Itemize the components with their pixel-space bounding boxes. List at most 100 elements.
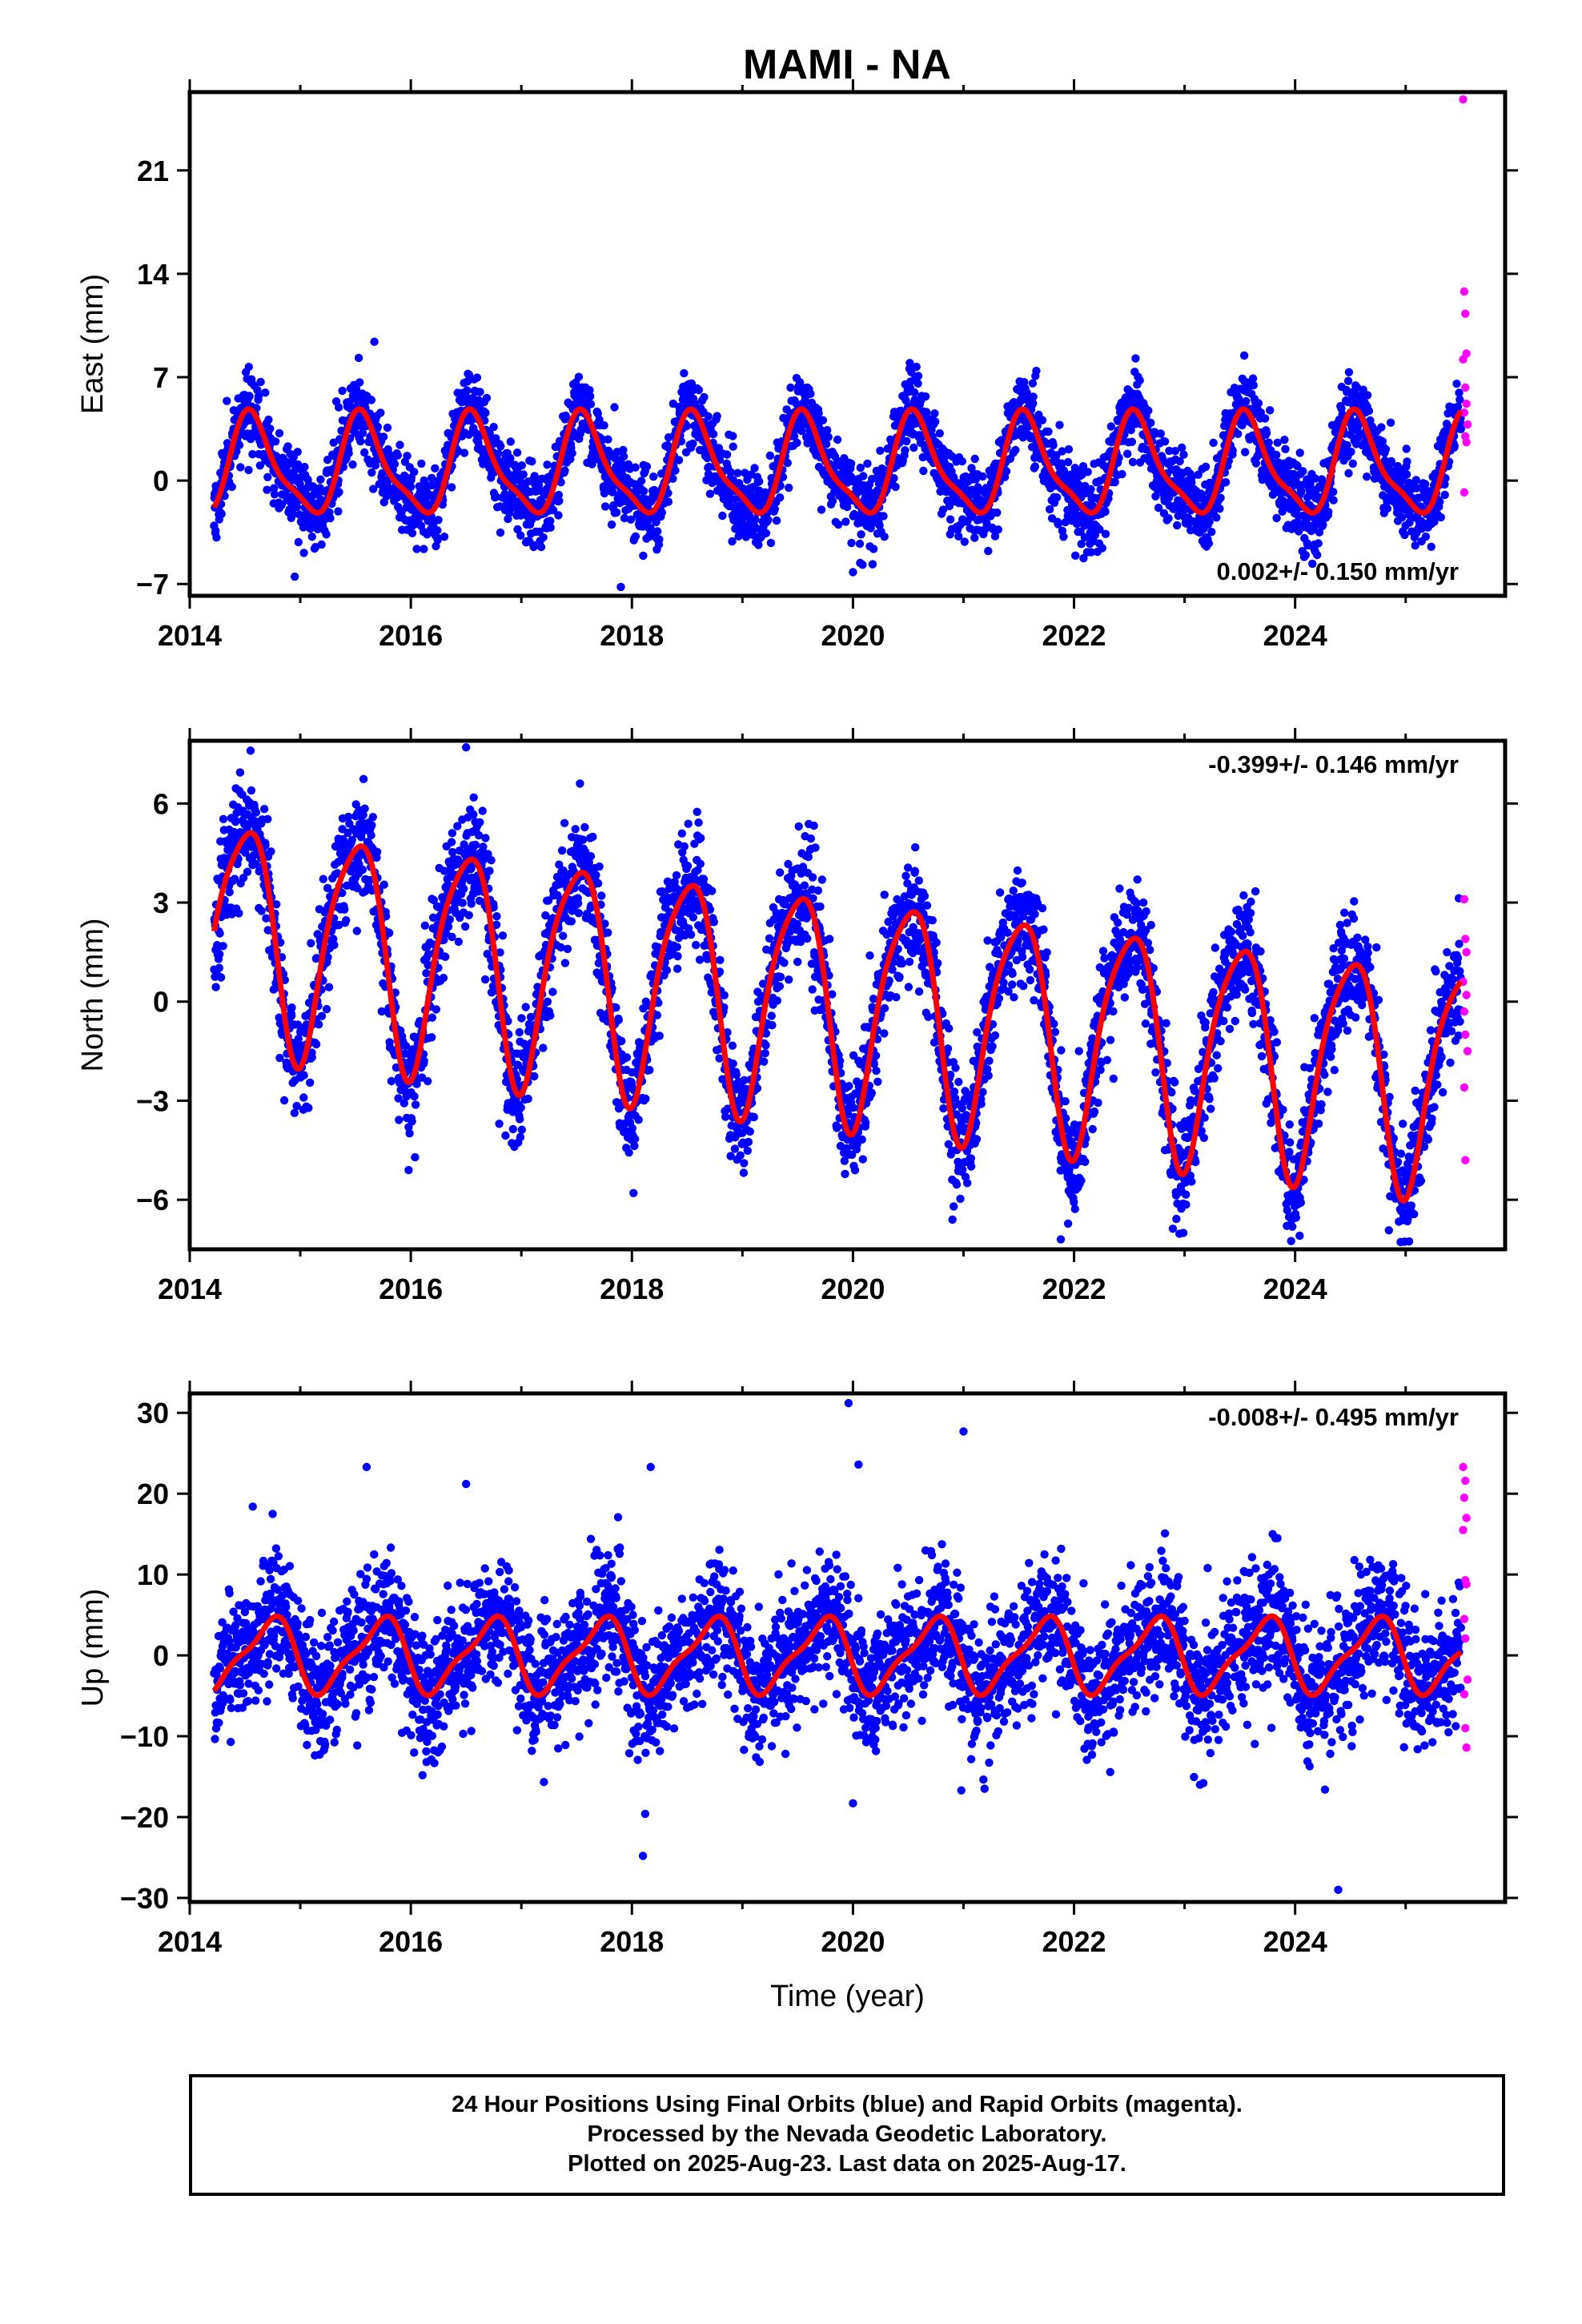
final-orbit-point	[434, 516, 443, 525]
final-orbit-point	[390, 460, 400, 468]
final-orbit-point	[1011, 445, 1020, 455]
final-orbit-point	[236, 463, 245, 472]
final-orbit-point	[317, 1011, 327, 1021]
final-orbit-point	[1179, 450, 1188, 459]
final-orbit-point	[631, 532, 640, 541]
final-orbit-point	[463, 386, 472, 395]
final-orbit-point	[516, 1132, 525, 1142]
final-orbit-point	[1118, 469, 1126, 479]
final-orbit-point	[857, 530, 865, 539]
rapid-orbit-point	[1462, 400, 1471, 408]
final-orbit-point	[487, 856, 496, 865]
final-orbit-point	[1427, 542, 1435, 551]
final-orbit-point	[517, 461, 526, 470]
final-orbit-point	[231, 817, 240, 826]
final-orbit-point	[243, 867, 252, 876]
final-orbit-point	[248, 450, 257, 459]
final-orbit-point	[217, 509, 226, 518]
final-orbit-point	[219, 814, 228, 823]
final-orbit-point	[1216, 493, 1225, 502]
final-orbit-point	[464, 911, 473, 920]
final-orbit-point	[1038, 416, 1047, 424]
y-tick-label: −7	[136, 568, 169, 601]
final-orbit-point	[1160, 437, 1170, 446]
final-orbit-point	[1110, 477, 1119, 487]
final-orbit-point	[1207, 528, 1216, 537]
final-orbit-point	[294, 537, 303, 547]
final-orbit-point	[447, 838, 456, 846]
final-orbit-point	[223, 396, 231, 405]
final-orbit-point	[326, 513, 335, 523]
final-orbit-point	[751, 515, 760, 524]
final-orbit-point	[492, 493, 500, 501]
final-orbit-point	[471, 840, 480, 850]
final-orbit-point	[776, 493, 785, 502]
final-orbit-point	[360, 448, 369, 457]
final-orbit-point	[729, 432, 737, 440]
final-orbit-point	[444, 923, 453, 931]
final-orbit-point	[970, 454, 979, 464]
final-orbit-point	[287, 1003, 296, 1012]
final-orbit-point	[586, 392, 595, 400]
final-orbit-point	[458, 899, 467, 907]
final-orbit-point	[834, 520, 843, 529]
final-orbit-point	[467, 416, 476, 425]
final-orbit-point	[441, 952, 450, 962]
final-orbit-point	[360, 804, 369, 813]
final-orbit-point	[1215, 505, 1224, 513]
final-orbit-point	[1241, 448, 1250, 456]
final-orbit-point	[315, 1020, 323, 1029]
final-orbit-point	[211, 983, 220, 991]
final-orbit-point	[1363, 472, 1371, 481]
final-orbit-point	[275, 428, 284, 438]
final-orbit-point	[405, 1129, 414, 1138]
final-orbit-point	[383, 423, 392, 432]
final-orbit-point	[1098, 544, 1107, 553]
final-orbit-point	[1386, 418, 1395, 427]
final-orbit-point	[704, 412, 713, 421]
final-orbit-point	[513, 525, 522, 534]
final-orbit-point	[516, 531, 525, 540]
final-orbit-point	[1272, 513, 1281, 523]
final-orbit-point	[574, 372, 584, 381]
final-orbit-point	[439, 973, 448, 983]
final-orbit-point	[1205, 517, 1214, 526]
final-orbit-point	[554, 511, 563, 520]
final-orbit-point	[1064, 444, 1074, 454]
final-orbit-point	[498, 931, 508, 940]
final-orbit-point	[636, 476, 646, 485]
rapid-orbit-point	[1462, 437, 1471, 447]
final-orbit-point	[367, 830, 375, 840]
final-orbit-point	[261, 388, 270, 397]
final-orbit-point	[817, 505, 826, 514]
final-orbit-point	[755, 476, 764, 486]
final-orbit-point	[1348, 459, 1358, 468]
final-orbit-point	[307, 1053, 316, 1062]
final-orbit-point	[994, 525, 1003, 534]
final-orbit-point	[517, 1014, 526, 1023]
final-orbit-point	[433, 526, 442, 535]
final-orbit-point	[543, 460, 552, 469]
final-orbit-point	[253, 385, 262, 395]
final-orbit-point	[901, 446, 909, 455]
final-orbit-point	[411, 1100, 420, 1109]
final-orbit-point	[958, 456, 967, 466]
final-orbit-point	[1329, 496, 1338, 505]
final-orbit-point	[909, 388, 919, 397]
final-orbit-point	[428, 1013, 437, 1022]
final-orbit-point	[783, 458, 792, 468]
final-orbit-point	[396, 440, 404, 449]
final-orbit-point	[478, 806, 487, 815]
final-orbit-point	[428, 1033, 436, 1042]
x-tick-label: 2016	[379, 619, 443, 652]
final-orbit-point	[555, 497, 564, 505]
final-orbit-point	[476, 818, 484, 827]
final-orbit-point	[263, 485, 271, 494]
final-orbit-point	[448, 829, 457, 838]
final-orbit-point	[476, 388, 484, 396]
final-orbit-point	[1254, 399, 1263, 408]
final-orbit-point	[485, 866, 494, 875]
final-orbit-point	[680, 368, 689, 378]
final-orbit-point	[348, 460, 357, 469]
rapid-orbit-point	[1460, 488, 1469, 497]
